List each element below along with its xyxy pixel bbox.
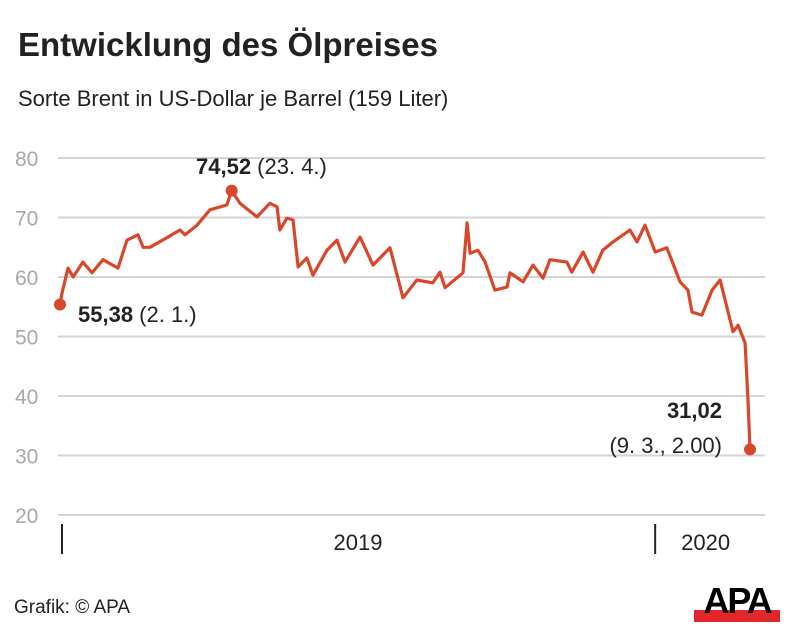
annotation-value: 55,38: [78, 302, 133, 327]
annotation-end: 31,02 (9. 3., 2.00): [609, 398, 722, 458]
marker-end: [744, 443, 756, 456]
marker-peak: [225, 184, 238, 197]
svg-text:APA: APA: [703, 582, 772, 621]
annotation-date: (9. 3., 2.00): [609, 433, 722, 458]
marker-start: [54, 298, 66, 311]
annotation-value: 31,02: [667, 398, 722, 423]
y-tick-label: 30: [15, 446, 38, 469]
chart-title: Entwicklung des Ölpreises: [18, 26, 438, 63]
y-tick-label: 50: [15, 327, 38, 350]
chart-subtitle: Sorte Brent in US-Dollar je Barrel (159 …: [18, 86, 449, 111]
y-tick-label: 70: [15, 208, 38, 231]
annotation-start: 55,38 (2. 1.): [78, 302, 197, 327]
annotation-date: (23. 4.): [251, 154, 327, 179]
y-tick-label: 80: [15, 148, 38, 171]
y-tick-label: 40: [15, 386, 38, 409]
y-tick-label: 60: [15, 267, 38, 290]
x-tick-label: 2020: [681, 530, 730, 555]
line-chart: 20 30 40 50 60 70 80 2020 2019 55,38 (2. 1.) 74,52…: [15, 148, 765, 555]
apa-logo: APA: [694, 582, 780, 622]
annotation-value: 74,52: [196, 154, 251, 179]
x-year-label: 2019: [334, 530, 383, 555]
annotation-peak: 74,52 (23. 4.): [196, 154, 327, 179]
y-tick-label: 20: [15, 505, 38, 528]
annotation-date: (2. 1.): [133, 302, 197, 327]
source-credit: Grafik: © APA: [14, 597, 131, 618]
price-line: [58, 189, 752, 450]
